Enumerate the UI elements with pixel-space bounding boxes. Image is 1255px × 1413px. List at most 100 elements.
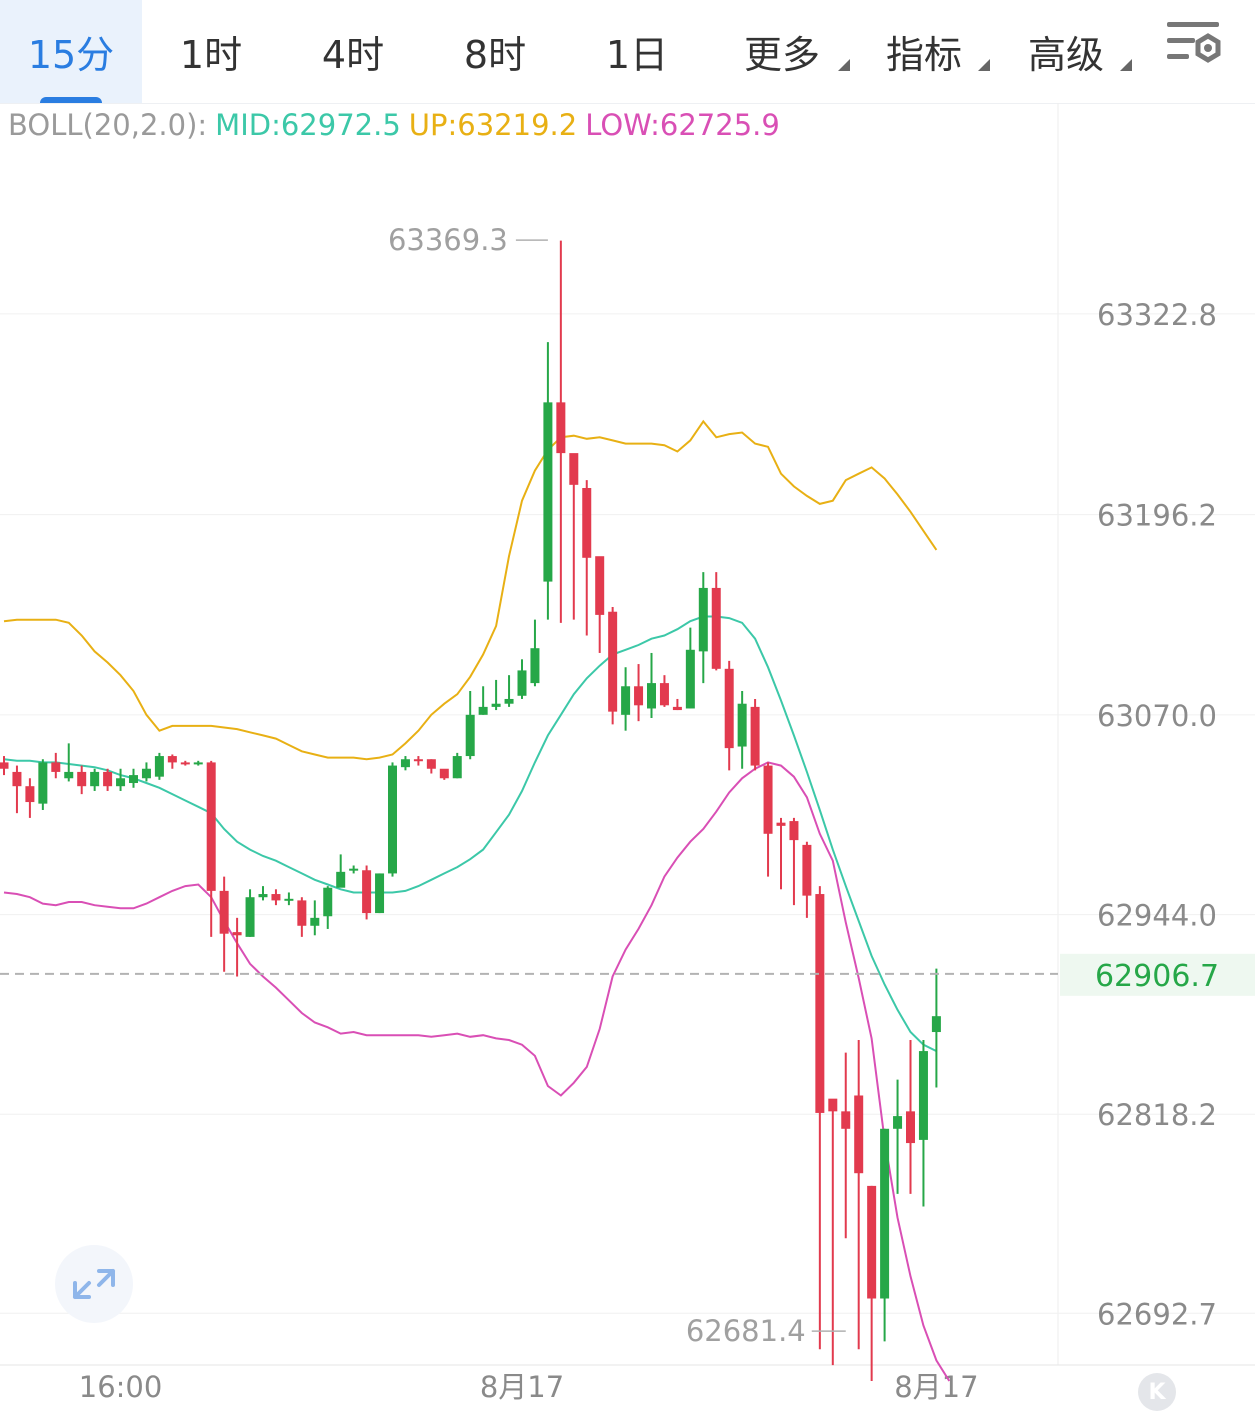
y-tick-label: 63196.2 bbox=[1097, 499, 1217, 533]
tab-15min[interactable]: 15分 bbox=[0, 0, 142, 103]
candle-up bbox=[193, 762, 203, 765]
candle-down bbox=[413, 759, 423, 762]
candle-up bbox=[116, 778, 126, 787]
candle-down bbox=[103, 771, 113, 787]
candle-down bbox=[206, 762, 216, 891]
candle-down bbox=[841, 1111, 851, 1129]
candle-down bbox=[711, 587, 721, 669]
candle-up bbox=[258, 894, 268, 898]
tab-indicators-dropdown[interactable]: 指标 bbox=[856, 0, 992, 103]
candle-up bbox=[154, 756, 164, 777]
candle-up bbox=[64, 771, 74, 779]
candle-down bbox=[426, 759, 436, 769]
candle-down bbox=[854, 1095, 864, 1174]
candlestick-chart[interactable]: 63322.8 63196.2 63070.0 62944.0 62818.2 62692… bbox=[0, 103, 1255, 1413]
candle-up bbox=[517, 670, 527, 696]
candle-up bbox=[530, 648, 540, 684]
tab-more-dropdown[interactable]: 更多 bbox=[712, 0, 852, 103]
candle-down bbox=[12, 771, 22, 787]
candle-up bbox=[504, 698, 514, 704]
candle-down bbox=[815, 894, 825, 1113]
candle-up bbox=[141, 768, 151, 779]
candle-down bbox=[232, 932, 242, 936]
tab-label: 更多 bbox=[743, 33, 820, 77]
candle-down bbox=[167, 756, 177, 763]
candle-up bbox=[129, 775, 138, 784]
candle-down bbox=[776, 822, 786, 826]
min-price-label: 62681.4 bbox=[686, 1314, 806, 1348]
kline-toggle-button[interactable]: K bbox=[1138, 1373, 1176, 1411]
candle-down bbox=[439, 768, 449, 779]
candle-up bbox=[349, 868, 359, 871]
tab-label: 4时 bbox=[321, 33, 385, 77]
lower-band-line bbox=[3, 761, 951, 1382]
candle-down bbox=[569, 453, 579, 485]
candle-up bbox=[698, 587, 708, 652]
candle-down bbox=[763, 765, 773, 834]
candle-up bbox=[284, 898, 294, 901]
tab-4hour[interactable]: 4时 bbox=[284, 0, 422, 103]
candle-down bbox=[828, 1098, 838, 1112]
period-tab-bar: 15分 1时 4时 8时 1日 更多 指标 高级 bbox=[0, 0, 1255, 104]
y-tick-label: 62944.0 bbox=[1097, 899, 1217, 933]
max-price-label: 63369.3 bbox=[388, 223, 508, 257]
dropdown-caret-icon bbox=[838, 59, 850, 71]
last-price-badge bbox=[1060, 953, 1255, 996]
tab-1day[interactable]: 1日 bbox=[568, 0, 706, 103]
candle-up bbox=[336, 871, 346, 888]
candle-up bbox=[893, 1116, 903, 1129]
candle-up bbox=[880, 1128, 890, 1299]
tab-label: 指标 bbox=[885, 33, 962, 77]
boll-indicator-legend: BOLL(20,2.0): MID:62972.5 UP:63219.2 LOW:62… bbox=[8, 108, 788, 142]
candle-up bbox=[918, 1051, 928, 1140]
expand-chart-button[interactable] bbox=[55, 1245, 133, 1323]
x-tick-label: 8月17 bbox=[894, 1370, 978, 1404]
candle-up bbox=[388, 765, 397, 874]
candle-up bbox=[478, 706, 488, 715]
candle-up bbox=[90, 771, 100, 787]
candle-down bbox=[362, 870, 372, 914]
candle-down bbox=[802, 844, 812, 896]
mid-band-line bbox=[3, 615, 937, 1052]
tab-1hour[interactable]: 1时 bbox=[142, 0, 280, 103]
tab-advanced-dropdown[interactable]: 高级 bbox=[998, 0, 1134, 103]
upper-band-line bbox=[3, 419, 938, 761]
candle-down bbox=[867, 1185, 877, 1299]
candle-up bbox=[465, 714, 475, 757]
dropdown-caret-icon bbox=[978, 59, 990, 71]
tab-label: 1时 bbox=[179, 33, 243, 77]
candle-down bbox=[608, 611, 618, 712]
candle-down bbox=[0, 762, 9, 769]
candle-down bbox=[595, 556, 605, 615]
candle-up bbox=[647, 683, 656, 709]
candle-up bbox=[310, 917, 320, 926]
candle-up bbox=[543, 402, 553, 582]
candle-up bbox=[737, 703, 747, 747]
candle-down bbox=[219, 890, 229, 934]
x-tick-label: 16:00 bbox=[79, 1370, 163, 1404]
boll-name: BOLL(20,2.0): bbox=[8, 108, 208, 142]
chart-settings-icon[interactable] bbox=[1165, 18, 1227, 73]
candle-up bbox=[400, 759, 410, 768]
candle-down bbox=[672, 706, 682, 711]
active-tab-indicator bbox=[40, 97, 102, 103]
candle-down bbox=[750, 706, 760, 766]
boll-up-value: UP:63219.2 bbox=[408, 108, 578, 142]
candle-down bbox=[180, 762, 190, 765]
tab-8hour[interactable]: 8时 bbox=[426, 0, 564, 103]
candle-up bbox=[375, 873, 385, 914]
y-tick-label: 62818.2 bbox=[1097, 1098, 1217, 1132]
candle-down bbox=[906, 1111, 915, 1144]
candle-up bbox=[452, 756, 462, 779]
candle-down bbox=[51, 762, 61, 772]
candle-up bbox=[38, 762, 48, 804]
candle-down bbox=[297, 900, 307, 926]
candle-down bbox=[25, 786, 35, 803]
candle-down bbox=[724, 668, 734, 749]
tab-label: 1日 bbox=[605, 33, 669, 77]
dropdown-caret-icon bbox=[1120, 59, 1132, 71]
candle-up bbox=[323, 887, 333, 917]
candle-down bbox=[634, 686, 644, 706]
y-tick-label: 62692.7 bbox=[1097, 1297, 1217, 1331]
candle-down bbox=[271, 894, 281, 901]
